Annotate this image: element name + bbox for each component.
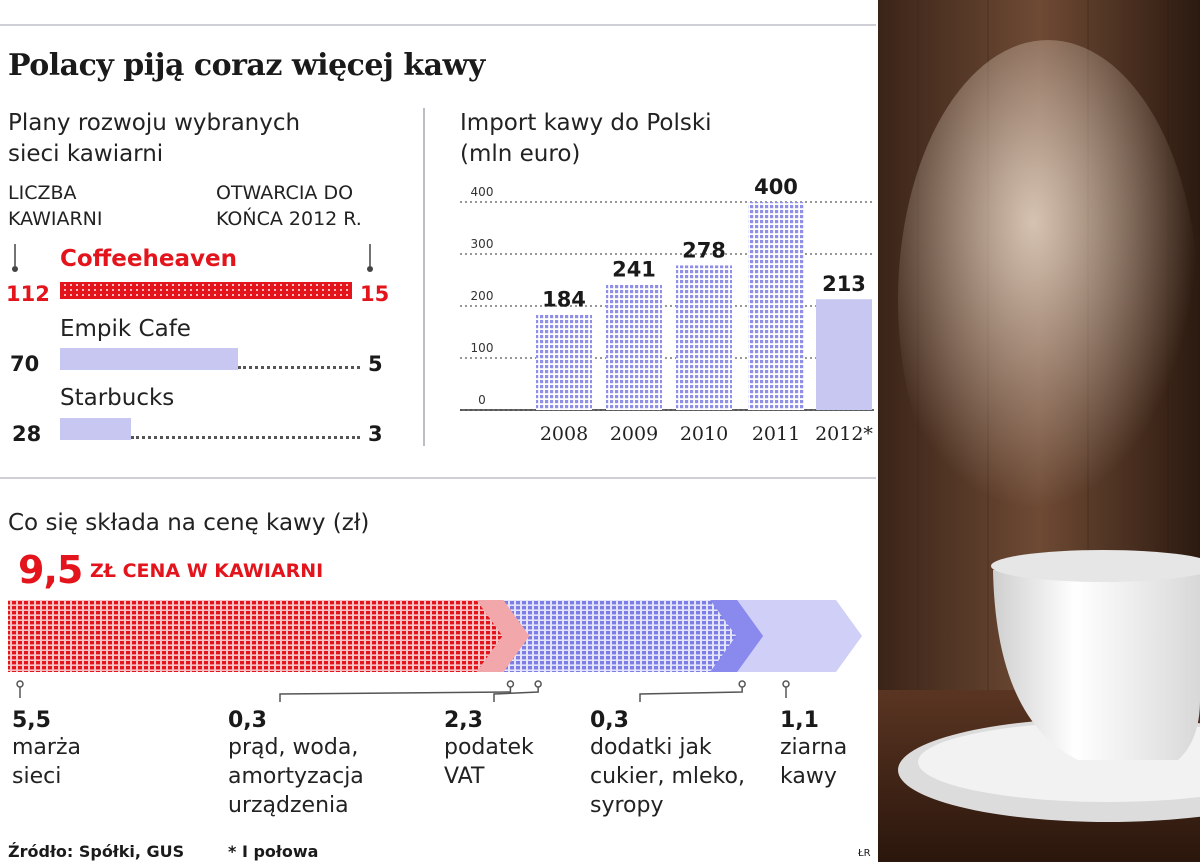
component-line: podatek xyxy=(444,735,534,760)
component-value: 0,3 xyxy=(228,708,267,733)
chain-bar-empik xyxy=(60,348,238,370)
price-segment xyxy=(737,600,862,672)
chains-subtitle: Plany rozwoju wybranych sieci kawiarni xyxy=(8,108,300,170)
chain-bar-coffeeheaven xyxy=(60,282,352,299)
right-header-line2: KOŃCA 2012 R. xyxy=(216,208,362,230)
chain-count-empik: 70 xyxy=(10,352,40,376)
middle-rule xyxy=(0,477,876,479)
x-tick-label: 2011 xyxy=(752,423,800,445)
chain-name-coffeeheaven: Coffeeheaven xyxy=(60,246,237,272)
bar-value-label: 184 xyxy=(542,287,586,311)
chains-subtitle-line1: Plany rozwoju wybranych xyxy=(8,110,301,136)
component-label-margin: 5,5 marża sieci xyxy=(12,708,81,791)
source-note: Źródło: Spółki, GUS xyxy=(8,842,185,861)
author-initials: ŁR xyxy=(858,848,871,859)
component-line: cukier, mleko, xyxy=(590,764,745,789)
price-total: 9,5 xyxy=(18,548,83,592)
tick-vat xyxy=(493,680,542,702)
price-segment xyxy=(8,600,503,672)
component-line: VAT xyxy=(444,764,485,789)
chain-name-empik: Empik Cafe xyxy=(60,316,191,342)
component-line: syropy xyxy=(590,793,664,818)
component-line: prąd, woda, xyxy=(228,735,359,760)
bar-value-label: 400 xyxy=(754,175,798,199)
component-line: kawy xyxy=(780,764,837,789)
component-label-utilities: 0,3 prąd, woda, amortyzacja urządzenia xyxy=(228,708,364,820)
x-tick-label: 2012* xyxy=(815,423,873,445)
chain-name-starbucks: Starbucks xyxy=(60,385,175,411)
footnote: * I połowa xyxy=(228,842,319,861)
component-label-vat: 2,3 podatek VAT xyxy=(444,708,534,791)
chain-bar-starbucks xyxy=(60,418,131,440)
panel-separator xyxy=(423,108,425,446)
component-value: 0,3 xyxy=(590,708,629,733)
left-column-header: LICZBA KAWIARNI xyxy=(8,180,103,232)
bar xyxy=(748,202,804,410)
bar-value-label: 213 xyxy=(822,272,866,296)
import-bar-chart: 0 100 200 300 400 184 2008 241 2009 278 2010 400 201… xyxy=(460,175,874,445)
component-line: sieci xyxy=(12,764,62,789)
component-line: dodatki jak xyxy=(590,735,712,760)
page-title: Polacy piją coraz więcej kawy xyxy=(8,48,485,83)
y-tick-label: 300 xyxy=(471,237,494,251)
price-total-label: ZŁ CENA W KAWIARNI xyxy=(90,560,324,582)
coffee-cup-photo xyxy=(878,0,1200,862)
chain-openings-coffeeheaven: 15 xyxy=(360,282,390,306)
left-header-line2: KAWIARNI xyxy=(8,208,103,230)
component-line: amortyzacja xyxy=(228,764,364,789)
component-value: 5,5 xyxy=(12,708,51,733)
bar-value-label: 241 xyxy=(612,258,656,282)
tick-margin xyxy=(16,680,24,698)
x-tick-label: 2009 xyxy=(610,423,658,445)
bar-value-label: 278 xyxy=(682,238,726,262)
y-tick-label: 200 xyxy=(471,289,494,303)
right-header-line1: OTWARCIA DO xyxy=(216,182,354,204)
component-value: 1,1 xyxy=(780,708,819,733)
bar xyxy=(536,314,592,410)
component-label-beans: 1,1 ziarna kawy xyxy=(780,708,847,791)
top-rule xyxy=(0,24,876,26)
import-chart-title-line1: Import kawy do Polski xyxy=(460,110,712,136)
price-subtitle: Co się składa na cenę kawy (zł) xyxy=(8,510,370,536)
price-ribbon xyxy=(8,600,862,702)
chain-dotline-empik xyxy=(238,366,360,369)
component-value: 2,3 xyxy=(444,708,483,733)
chain-dotline-starbucks xyxy=(131,436,360,439)
x-tick-label: 2008 xyxy=(540,423,588,445)
x-tick-label: 2010 xyxy=(680,423,728,445)
y-tick-label: 100 xyxy=(471,341,494,355)
chain-count-starbucks: 28 xyxy=(12,422,42,446)
tick-beans xyxy=(782,680,790,698)
left-header-line1: LICZBA xyxy=(8,182,77,204)
component-line: marża xyxy=(12,735,81,760)
price-segment xyxy=(503,600,737,672)
chain-openings-starbucks: 3 xyxy=(368,422,383,446)
y-tick-label: 0 xyxy=(478,393,486,407)
tick-utilities xyxy=(279,680,515,702)
bar xyxy=(676,265,732,410)
coffee-cup-icon xyxy=(878,0,1200,862)
right-column-header: OTWARCIA DO KOŃCA 2012 R. xyxy=(216,180,362,232)
component-line: urządzenia xyxy=(228,793,349,818)
right-arrow-icon xyxy=(367,244,373,272)
component-line: ziarna xyxy=(780,735,848,760)
import-chart-title-line2: (mln euro) xyxy=(460,141,581,167)
chains-subtitle-line2: sieci kawiarni xyxy=(8,141,164,167)
bar xyxy=(606,284,662,410)
tick-addons xyxy=(639,680,746,702)
price-segment xyxy=(710,600,764,672)
chain-openings-empik: 5 xyxy=(368,352,383,376)
import-chart-title: Import kawy do Polski (mln euro) xyxy=(460,108,712,170)
price-segment xyxy=(476,600,530,672)
left-arrow-icon xyxy=(12,244,18,272)
chain-count-coffeeheaven: 112 xyxy=(6,282,50,306)
bar xyxy=(816,299,872,410)
component-label-addons: 0,3 dodatki jak cukier, mleko, syropy xyxy=(590,708,745,820)
y-tick-label: 400 xyxy=(471,185,494,199)
